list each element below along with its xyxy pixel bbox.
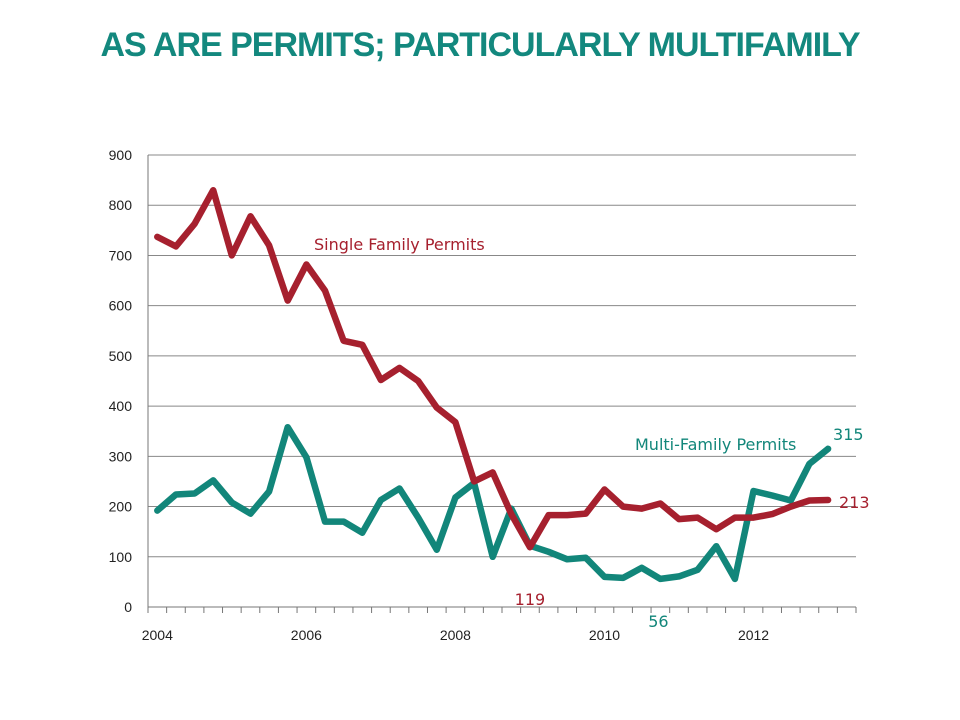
multi-family-last-label: 315 (833, 425, 864, 444)
y-tick-label: 600 (109, 298, 133, 314)
x-tick-label: 2008 (440, 627, 471, 643)
x-tick-label: 2010 (589, 627, 620, 643)
multi-family-min-label: 56 (648, 612, 668, 631)
y-tick-label: 0 (124, 599, 132, 615)
single-family-series-label: Single Family Permits (314, 235, 485, 254)
x-tick-label: 2006 (291, 627, 322, 643)
x-tick-label: 2012 (738, 627, 769, 643)
y-tick-label: 500 (109, 348, 133, 364)
y-tick-label: 700 (109, 247, 133, 263)
y-tick-label: 300 (109, 448, 133, 464)
single-family-last-label: 213 (839, 493, 870, 512)
series-lines (154, 186, 832, 583)
gridlines (148, 154, 856, 558)
multi-family-line (154, 423, 832, 583)
y-tick-label: 900 (109, 147, 133, 163)
y-tick-label: 800 (109, 197, 133, 213)
axes: 0 100 200 300 400 500 600 700 800 900 2004 2006 2008… (109, 147, 857, 643)
single-family-line (154, 186, 832, 551)
single-family-min-label: 119 (515, 590, 546, 609)
x-tick-label: 2004 (142, 627, 173, 643)
y-tick-label: 100 (109, 549, 133, 565)
multi-family-series-label: Multi-Family Permits (635, 435, 796, 454)
y-tick-label: 200 (109, 499, 133, 515)
annotations: Single Family Permits Multi-Family Permit… (314, 235, 870, 631)
y-tick-label: 400 (109, 398, 133, 414)
slide-title: AS ARE PERMITS; PARTICULARLY MULTIFAMILY (100, 26, 860, 64)
